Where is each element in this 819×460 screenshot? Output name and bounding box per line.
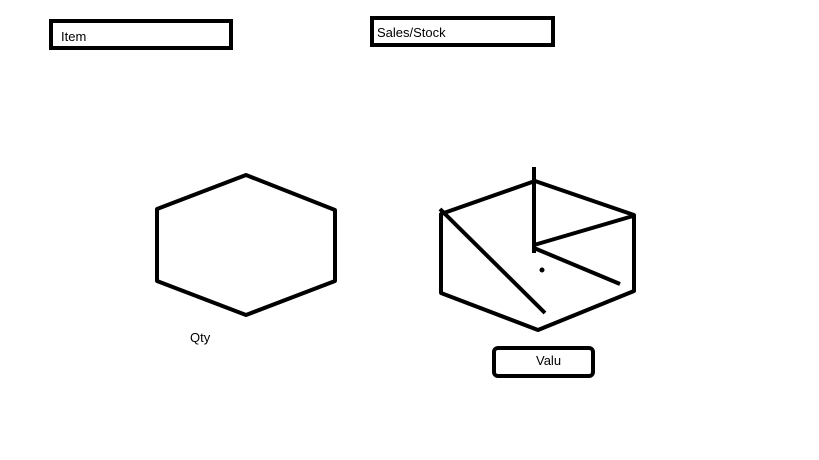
sales-stock-pie-hexagon — [438, 167, 636, 332]
item-field[interactable]: Item — [49, 19, 233, 50]
pie-hexagon-outline — [439, 179, 636, 332]
valu-button[interactable]: Valu — [492, 346, 595, 378]
pie-diagonal-line — [438, 207, 547, 315]
sales-stock-field-label: Sales/Stock — [377, 25, 446, 40]
sales-stock-field[interactable]: Sales/Stock — [370, 16, 555, 47]
item-field-label: Item — [61, 29, 87, 44]
qty-label: Qty — [190, 330, 211, 345]
pie-upper-right-line — [533, 214, 634, 247]
qty-hexagon — [155, 173, 337, 317]
valu-button-label: Valu — [536, 353, 562, 368]
pie-lower-right-line — [533, 246, 621, 286]
pie-center-dot — [539, 267, 545, 273]
